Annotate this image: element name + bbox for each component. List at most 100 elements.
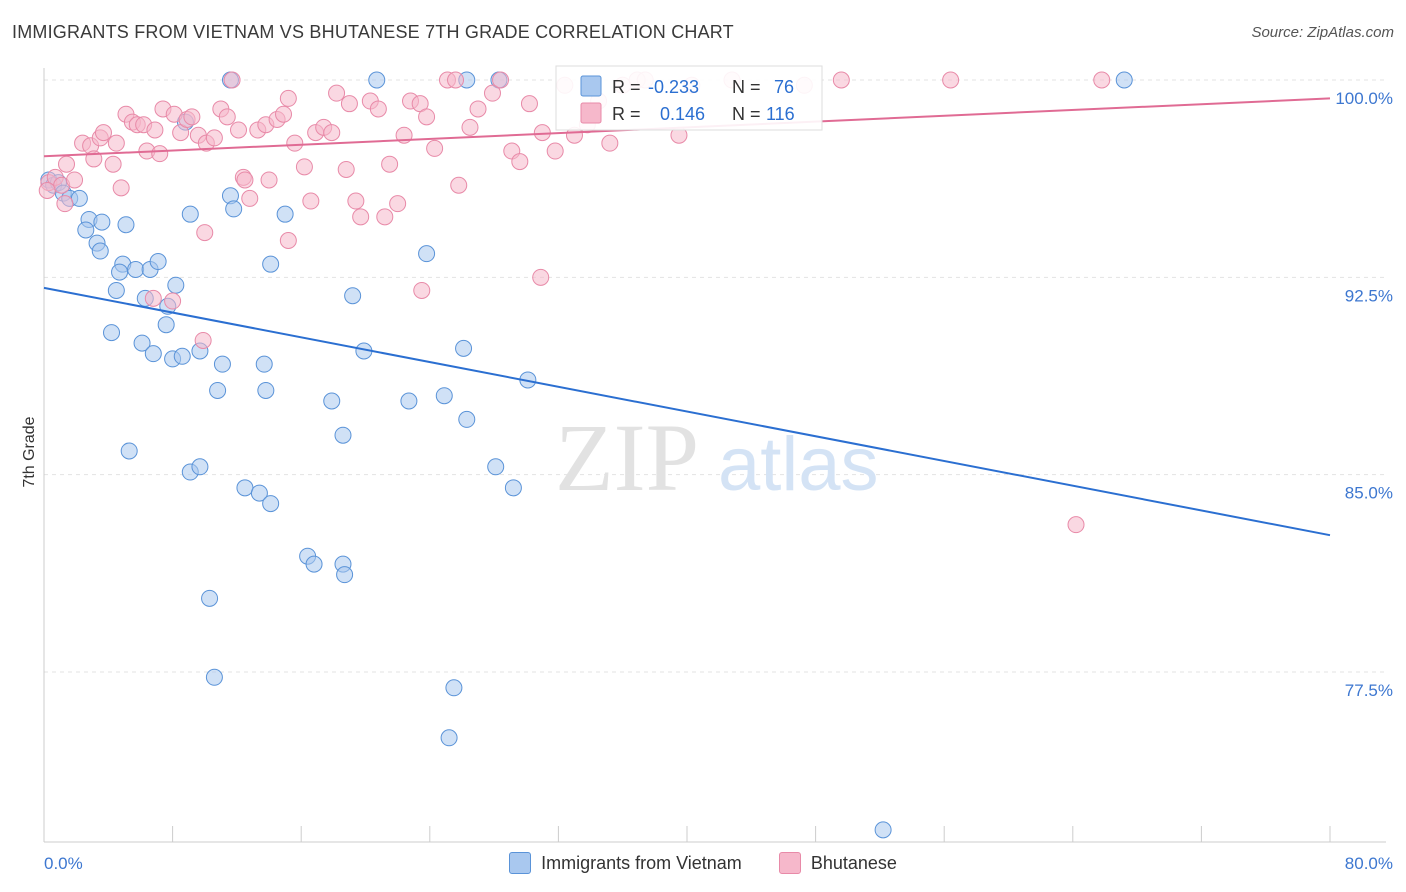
- data-point-s1-94: [194, 331, 212, 349]
- data-point-s1-64: [469, 100, 487, 118]
- data-point-s0-57: [250, 484, 268, 502]
- grid-lines: [44, 79, 1386, 673]
- stats-swatch-blue: [580, 75, 602, 97]
- data-point-s1-4: [66, 171, 84, 189]
- data-point-s0-7: [93, 213, 111, 231]
- data-point-s0-50: [435, 387, 453, 405]
- data-point-s1-66: [492, 71, 510, 89]
- data-point-s1-29: [218, 108, 236, 126]
- data-point-s1-9: [94, 124, 112, 142]
- x-tick-label-0: 0.0%: [44, 854, 83, 873]
- data-point-s1-60: [426, 139, 444, 157]
- stats-pink-r-label: R =: [612, 104, 641, 124]
- data-point-s0-35: [276, 205, 294, 223]
- data-point-s1-24: [183, 108, 201, 126]
- stats-box: R = -0.233 N = 76 R = 0.146 N = 116: [555, 65, 823, 131]
- data-point-s1-88: [279, 231, 297, 249]
- legend-item-bhutanese[interactable]: Bhutanese: [778, 852, 897, 874]
- stats-blue-n-value: 76: [774, 77, 794, 97]
- data-point-s0-66: [205, 668, 223, 686]
- data-point-s0-65: [201, 589, 219, 607]
- data-point-s0-58: [262, 495, 280, 513]
- data-point-s1-10: [104, 155, 122, 173]
- data-point-s0-44: [344, 287, 362, 305]
- data-point-s0-38: [368, 71, 386, 89]
- data-point-s0-53: [120, 442, 138, 460]
- data-point-s0-30: [209, 381, 227, 399]
- data-point-s1-84: [832, 71, 850, 89]
- data-point-s0-9: [77, 221, 95, 239]
- data-point-s1-38: [275, 105, 293, 123]
- data-point-s0-51: [458, 410, 476, 428]
- data-point-s1-92: [144, 289, 162, 307]
- data-point-s1-31: [230, 121, 248, 139]
- data-point-s1-33: [241, 189, 259, 207]
- data-point-s1-63: [461, 118, 479, 136]
- data-point-s0-60: [504, 479, 522, 497]
- data-point-s0-49: [400, 392, 418, 410]
- stats-blue-n-label: N =: [732, 77, 761, 97]
- data-point-s1-76: [601, 134, 619, 152]
- data-point-s0-55: [191, 458, 209, 476]
- data-point-s0-17: [107, 281, 125, 299]
- data-point-s1-89: [413, 281, 431, 299]
- x-tick-label-1: 80.0%: [1345, 854, 1393, 873]
- legend: Immigrants from Vietnam Bhutanese: [0, 852, 1406, 879]
- data-point-s1-3: [58, 155, 76, 173]
- data-point-s0-19: [167, 276, 185, 294]
- data-point-s1-47: [337, 160, 355, 178]
- data-point-s1-96: [1067, 516, 1085, 534]
- data-point-s0-56: [236, 479, 254, 497]
- data-point-s0-52: [334, 426, 352, 444]
- data-point-s1-93: [164, 292, 182, 310]
- legend-label-vietnam: Immigrants from Vietnam: [541, 852, 742, 873]
- data-point-s0-23: [133, 334, 151, 352]
- data-point-s1-85: [942, 71, 960, 89]
- data-point-s0-13: [111, 263, 129, 281]
- data-point-s0-8: [117, 216, 135, 234]
- data-point-s0-22: [103, 324, 121, 342]
- data-point-s1-71: [546, 142, 564, 160]
- source-label: Source: ZipAtlas.com: [1251, 24, 1394, 41]
- data-point-s1-49: [347, 192, 365, 210]
- data-point-s1-53: [376, 208, 394, 226]
- stats-blue-r-value: -0.233: [648, 77, 699, 97]
- stats-swatch-pink: [580, 102, 602, 124]
- data-point-s0-26: [173, 347, 191, 365]
- data-point-s1-55: [389, 195, 407, 213]
- data-point-s1-59: [418, 108, 436, 126]
- legend-swatch-bhutanese: [778, 852, 801, 874]
- data-point-s1-50: [352, 208, 370, 226]
- data-point-s0-34: [181, 205, 199, 223]
- data-point-s0-28: [213, 355, 231, 373]
- data-point-s0-41: [1115, 71, 1133, 89]
- data-point-s0-59: [487, 458, 505, 476]
- tick-labels: 100.0% 92.5% 85.0% 77.5% 0.0% 80.0%: [44, 89, 1393, 873]
- data-point-s0-33: [225, 200, 243, 218]
- legend-item-vietnam[interactable]: Immigrants from Vietnam: [509, 852, 742, 874]
- stats-pink-r-value: 0.146: [660, 104, 705, 124]
- data-point-s1-19: [151, 145, 169, 163]
- data-point-s1-68: [511, 153, 529, 171]
- data-point-s0-43: [418, 245, 436, 263]
- data-point-s1-11: [107, 134, 125, 152]
- data-point-s0-48: [323, 392, 341, 410]
- data-point-s1-18: [146, 121, 164, 139]
- data-point-s1-95: [450, 176, 468, 194]
- data-point-s1-46: [328, 84, 346, 102]
- legend-label-bhutanese: Bhutanese: [810, 852, 897, 873]
- data-point-s0-46: [455, 339, 473, 357]
- data-point-s1-87: [236, 171, 254, 189]
- watermark-zip: ZIP: [555, 404, 699, 511]
- data-point-s1-40: [286, 134, 304, 152]
- data-point-s1-65: [483, 84, 501, 102]
- data-point-s0-42: [262, 255, 280, 273]
- data-point-s0-69: [874, 821, 892, 839]
- data-point-s1-12: [112, 179, 130, 197]
- data-point-s0-29: [255, 355, 273, 373]
- data-point-s1-86: [1093, 71, 1111, 89]
- data-point-s1-54: [381, 155, 399, 173]
- stats-blue-r-label: R =: [612, 77, 641, 97]
- stats-pink-n-value: 116: [766, 104, 795, 124]
